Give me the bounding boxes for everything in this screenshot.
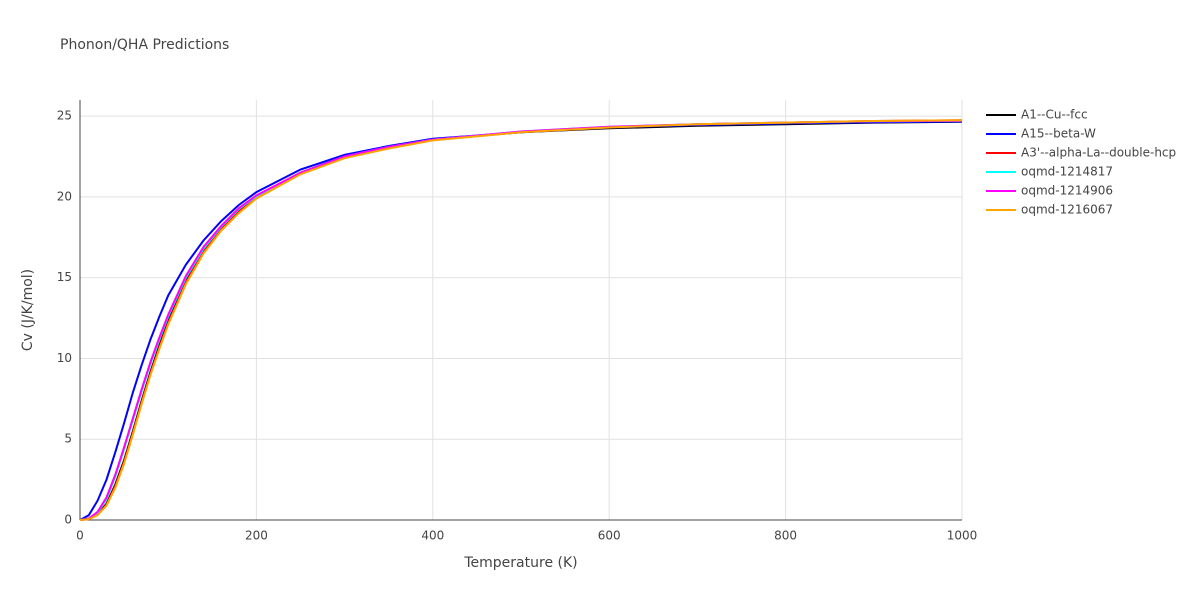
y-tick-label: 15 bbox=[57, 270, 72, 284]
x-tick-label: 200 bbox=[245, 529, 268, 543]
x-tick-label: 1000 bbox=[947, 529, 978, 543]
series-line bbox=[79, 119, 963, 521]
series-line bbox=[79, 120, 963, 521]
y-tick-label: 0 bbox=[64, 513, 72, 527]
chart-title: Phonon/QHA Predictions bbox=[60, 37, 229, 53]
series-line bbox=[79, 119, 963, 521]
legend-label: oqmd-1214817 bbox=[1021, 165, 1113, 179]
y-tick-label: 25 bbox=[57, 109, 72, 123]
x-tick-label: 400 bbox=[421, 529, 444, 543]
y-tick-label: 10 bbox=[57, 351, 72, 365]
x-tick-label: 0 bbox=[76, 529, 84, 543]
legend-label: A1--Cu--fcc bbox=[1021, 108, 1088, 122]
y-tick-label: 20 bbox=[57, 189, 72, 203]
legend-label: A15--beta-W bbox=[1021, 127, 1096, 141]
series-line bbox=[79, 119, 963, 521]
x-axis-title: Temperature (K) bbox=[463, 555, 577, 571]
x-tick-label: 600 bbox=[598, 529, 621, 543]
series-line bbox=[79, 119, 963, 521]
legend-label: A3'--alpha-La--double-hcp bbox=[1021, 146, 1176, 160]
series-line bbox=[79, 120, 963, 521]
y-tick-label: 5 bbox=[64, 432, 72, 446]
y-axis-title: Cv (J/K/mol) bbox=[20, 269, 36, 351]
x-tick-label: 800 bbox=[774, 529, 797, 543]
legend-label: oqmd-1214906 bbox=[1021, 184, 1113, 198]
legend-label: oqmd-1216067 bbox=[1021, 203, 1113, 217]
